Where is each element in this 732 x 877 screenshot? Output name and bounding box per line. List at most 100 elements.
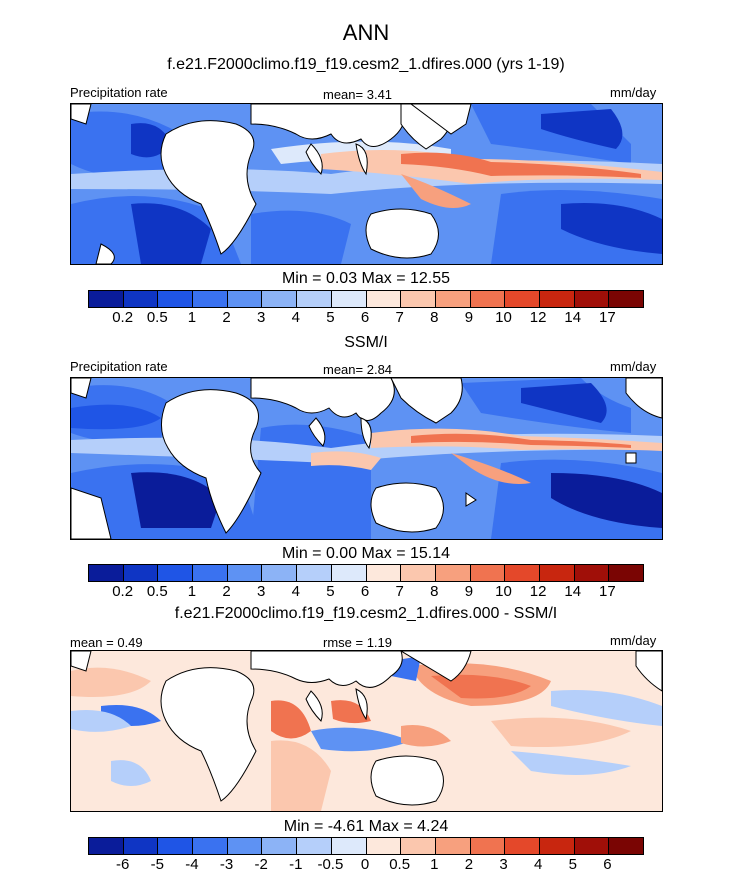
colorbar-swatch [123,838,159,854]
colorbar-swatch [609,565,643,581]
colorbar-tick: -0.5 [317,856,344,873]
colorbar-tick: 1 [187,309,197,326]
colorbar-swatch [297,291,332,307]
panel3-difference-map [70,650,663,812]
colorbar-tick: -3 [219,856,234,873]
colorbar-tick: 9 [464,583,474,600]
panel2-subtitle: SSM/I [344,334,388,351]
panel2-mean-label: mean= 2.84 [323,362,393,377]
panel1-colorbar [88,290,644,308]
colorbar-swatch [435,838,471,854]
colorbar-tick: 6 [360,583,370,600]
panel3-subtitle: f.e21.F2000climo.f19_f19.cesm2_1.dfires.… [174,605,558,622]
panel3-mean-label: mean = 0.49 [70,635,143,650]
colorbar-swatch [609,838,643,854]
colorbar-swatch [505,565,540,581]
colorbar-swatch [435,565,471,581]
colorbar-tick: 5 [326,583,335,600]
colorbar-swatch [123,565,159,581]
colorbar-swatch [262,565,298,581]
colorbar-tick: 0.5 [146,309,168,326]
colorbar-tick: 8 [430,309,439,326]
colorbar-swatch [297,838,332,854]
colorbar-swatch [193,291,228,307]
colorbar-swatch [435,291,471,307]
colorbar-tick: -4 [185,856,199,873]
colorbar-tick: 6 [360,309,370,326]
panel1-colorbar-ticks: 0.2 0.5 1 2 3 4 5 6 7 8 9 10 12 14 17 [88,309,642,327]
colorbar-swatch [539,838,575,854]
colorbar-tick: 7 [395,583,404,600]
colorbar-swatch [470,291,506,307]
colorbar-tick: 10 [495,583,512,600]
colorbar-swatch [470,565,506,581]
colorbar-tick: 0 [360,856,370,873]
panel3-rmse-label: rmse = 1.19 [323,635,393,650]
colorbar-tick: 4 [291,583,300,600]
colorbar-swatch [193,838,228,854]
panel1-variable-label: Precipitation rate [70,85,168,100]
figure-title: ANN [342,20,390,45]
colorbar-swatch [89,838,124,854]
colorbar-swatch [401,291,436,307]
colorbar-tick: 17 [599,583,616,600]
colorbar-tick: 6 [603,856,612,873]
colorbar-swatch [158,565,194,581]
colorbar-swatch [331,565,367,581]
colorbar-swatch [366,291,402,307]
colorbar-swatch [331,291,367,307]
colorbar-swatch [89,565,124,581]
colorbar-swatch [574,838,610,854]
colorbar-swatch [539,291,575,307]
colorbar-tick: 1 [187,583,197,600]
colorbar-tick: 7 [395,309,404,326]
colorbar-swatch [505,838,540,854]
colorbar-swatch [158,291,194,307]
colorbar-swatch [574,565,610,581]
colorbar-tick: 4 [291,309,300,326]
colorbar-tick: 10 [495,309,512,326]
colorbar-tick: 5 [326,309,335,326]
colorbar-tick: 4 [533,856,543,873]
colorbar-swatch [609,291,643,307]
panel1-mean-label: mean= 3.41 [323,87,393,102]
colorbar-swatch [366,565,402,581]
colorbar-tick: 3 [256,309,266,326]
colorbar-tick: -6 [115,856,130,873]
colorbar-tick: 14 [564,309,582,326]
colorbar-swatch [89,291,124,307]
colorbar-swatch [539,565,575,581]
panel2-minmax: Min = 0.00 Max = 15.14 [281,545,451,562]
colorbar-tick: -5 [150,856,164,873]
colorbar-swatch [123,291,159,307]
colorbar-swatch [297,565,332,581]
colorbar-tick: 8 [430,583,439,600]
colorbar-tick: -2 [254,856,268,873]
colorbar-swatch [331,838,367,854]
colorbar-swatch [158,838,194,854]
colorbar-tick: 0.5 [389,856,411,873]
panel2-variable-label: Precipitation rate [70,359,168,374]
colorbar-tick: 2 [222,309,231,326]
panel1-units-label: mm/day [610,85,657,100]
colorbar-tick: 14 [564,583,582,600]
colorbar-swatch [401,838,436,854]
colorbar-tick: 0.2 [112,309,134,326]
colorbar-swatch [574,291,610,307]
panel1-precip-map [70,103,663,265]
colorbar-tick: 3 [256,583,266,600]
colorbar-tick: 2 [222,583,231,600]
colorbar-tick: 2 [464,856,474,873]
colorbar-tick: 5 [568,856,577,873]
colorbar-tick: 1 [430,856,439,873]
colorbar-tick: 12 [529,583,547,600]
panel3-units-label: mm/day [610,633,657,648]
colorbar-tick: 12 [529,309,547,326]
panel3-minmax: Min = -4.61 Max = 4.24 [283,818,449,835]
panel2-colorbar [88,564,644,582]
colorbar-tick: -1 [289,856,303,873]
colorbar-tick: 9 [464,309,474,326]
colorbar-tick: 17 [599,309,616,326]
panel1-subtitle: f.e21.F2000climo.f19_f19.cesm2_1.dfires.… [167,56,565,73]
panel1-minmax: Min = 0.03 Max = 12.55 [281,270,451,287]
